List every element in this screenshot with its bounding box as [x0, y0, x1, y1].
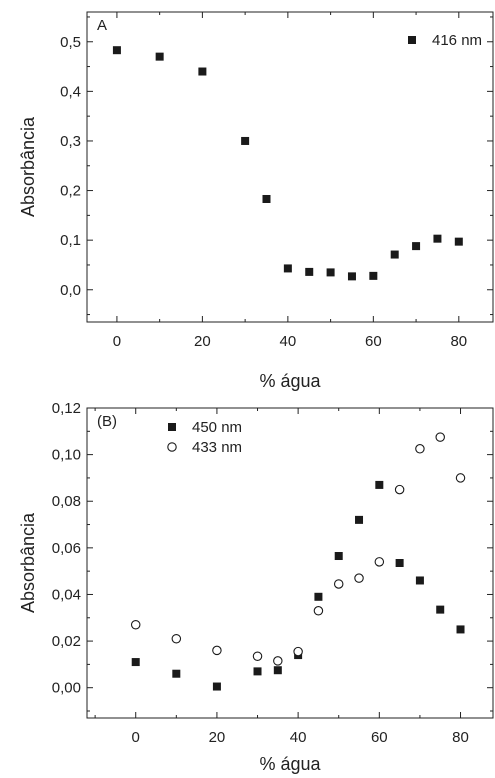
- data-point: [262, 194, 271, 203]
- plot-frame: [86, 407, 494, 719]
- data-point: [374, 557, 385, 567]
- data-point: [455, 473, 466, 483]
- legend-label: 416 nm: [432, 32, 482, 49]
- series-416-nm: [112, 46, 463, 281]
- data-point: [253, 667, 262, 676]
- data-point: [394, 484, 405, 495]
- data-point: [112, 46, 121, 55]
- legend-marker: [167, 442, 177, 452]
- x-tick-label: 20: [209, 729, 226, 746]
- series-433-nm: [130, 432, 466, 666]
- y-tick-label: 0,10: [52, 447, 81, 464]
- series-450-nm: [131, 480, 465, 691]
- y-tick-label: 0,3: [60, 133, 81, 150]
- chart-panel-a: 0 20 40 60 80 0,0 0,1 0,2 0,3 0,4 0,5 % água Absorbâ…: [18, 11, 494, 391]
- x-tick-label: 0: [113, 333, 121, 350]
- data-point: [355, 515, 364, 524]
- data-point: [456, 625, 465, 634]
- panel-label: (B): [97, 413, 117, 430]
- data-point: [241, 136, 250, 145]
- data-point: [436, 605, 445, 614]
- y-tick-label: 0,2: [60, 183, 81, 200]
- x-axis-title: % água: [259, 754, 321, 774]
- x-axis-title: % água: [259, 371, 321, 391]
- data-point: [395, 559, 404, 567]
- data-point: [212, 682, 221, 691]
- data-point: [313, 606, 324, 616]
- x-tick-label: 40: [280, 333, 297, 350]
- data-point: [333, 579, 344, 589]
- data-point: [155, 52, 164, 61]
- data-point: [273, 666, 282, 675]
- legend-marker: [408, 36, 416, 44]
- legend-marker: [168, 423, 176, 431]
- data-point: [347, 272, 356, 281]
- data-point: [326, 268, 335, 277]
- data-point: [435, 432, 445, 442]
- data-point: [131, 658, 140, 667]
- data-point: [198, 67, 207, 76]
- y-axis-title: Absorbância: [18, 116, 38, 217]
- data-point: [130, 620, 141, 630]
- data-point: [415, 444, 425, 454]
- y-tick-label: 0,08: [52, 493, 81, 510]
- data-point: [212, 645, 222, 656]
- y-axis-title: Absorbância: [18, 512, 38, 613]
- data-point: [314, 592, 323, 601]
- legend-label: 433 nm: [192, 439, 242, 456]
- y-tick-label: 0,12: [52, 400, 81, 417]
- data-point: [412, 242, 421, 251]
- y-tick-label: 0,04: [52, 586, 81, 603]
- data-point: [172, 669, 181, 678]
- data-point: [293, 646, 303, 657]
- data-point: [390, 250, 399, 259]
- data-point: [415, 576, 424, 585]
- chart-panel-b: 0 20 40 60 80 0,00 0,02 0,04 0,06 0,08 0,10 0,12 % á…: [18, 400, 494, 774]
- y-tick-label: 0,00: [52, 680, 81, 697]
- y-tick-label: 0,0: [60, 282, 81, 299]
- data-point: [305, 267, 314, 276]
- y-tick-label: 0,02: [52, 633, 81, 650]
- x-tick-label: 0: [132, 729, 140, 746]
- panel-label: A: [97, 17, 107, 34]
- plot-frame: [86, 11, 494, 323]
- data-point: [375, 480, 384, 489]
- data-point: [171, 634, 182, 644]
- data-point: [433, 234, 442, 243]
- x-tick-label: 60: [371, 729, 388, 746]
- data-point: [252, 651, 263, 661]
- data-point: [283, 264, 292, 273]
- y-tick-label: 0,4: [60, 83, 81, 100]
- y-tick-label: 0,5: [60, 34, 81, 51]
- y-tick-label: 0,06: [52, 540, 81, 557]
- x-tick-label: 20: [194, 333, 211, 350]
- data-point: [273, 656, 283, 666]
- data-point: [369, 271, 378, 280]
- data-point: [334, 552, 343, 561]
- x-tick-label: 40: [290, 729, 307, 746]
- x-tick-label: 80: [450, 333, 467, 350]
- x-tick-label: 80: [452, 729, 469, 746]
- y-tick-label: 0,1: [60, 232, 81, 249]
- data-point: [354, 573, 364, 583]
- data-point: [454, 237, 463, 246]
- x-tick-label: 60: [365, 333, 382, 350]
- legend-label: 450 nm: [192, 419, 242, 436]
